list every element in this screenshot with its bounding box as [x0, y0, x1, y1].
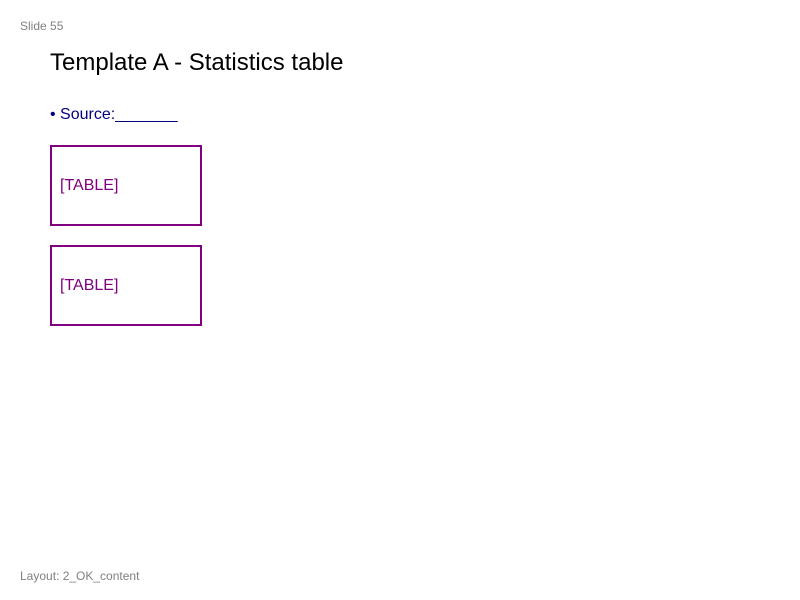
slide-number: Slide 55: [20, 19, 64, 33]
table-placeholder-2[interactable]: [TABLE]: [50, 245, 202, 326]
slide-title: Template A - Statistics table: [50, 49, 344, 76]
source-bullet: • Source:_______: [50, 106, 178, 123]
table-placeholder-label: [TABLE]: [60, 277, 119, 294]
table-placeholder-1[interactable]: [TABLE]: [50, 145, 202, 226]
layout-label: Layout: 2_OK_content: [20, 569, 140, 583]
table-placeholder-label: [TABLE]: [60, 177, 119, 194]
